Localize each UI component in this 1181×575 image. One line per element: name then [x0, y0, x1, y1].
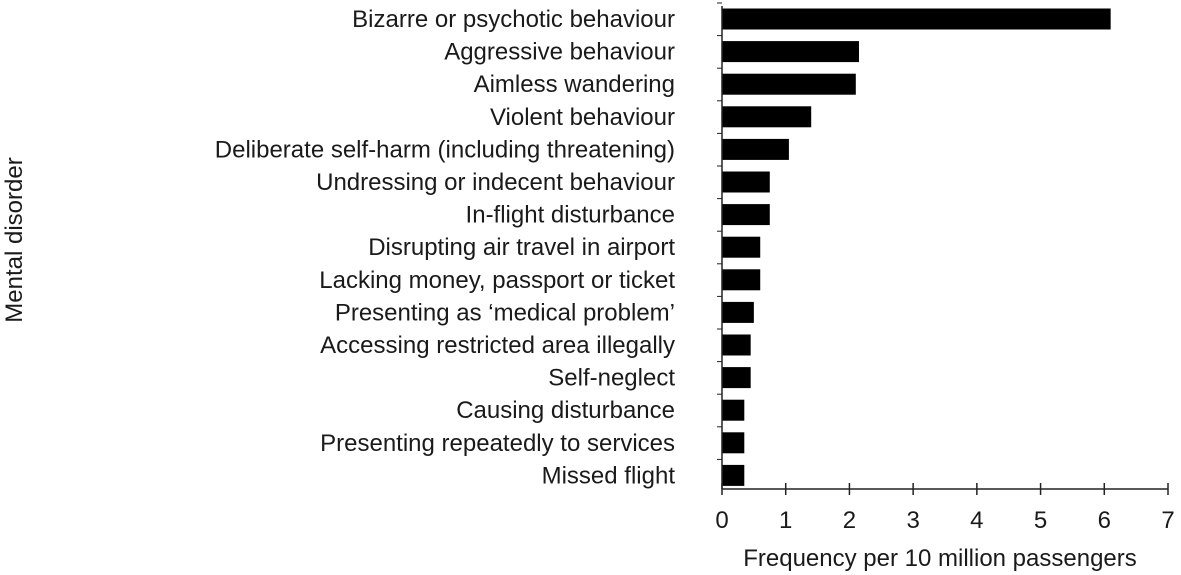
bar [722, 73, 856, 95]
bar [722, 8, 1111, 30]
category-label: Deliberate self-harm (including threaten… [215, 136, 675, 163]
category-label: In-flight disturbance [466, 202, 675, 229]
bar [722, 138, 789, 160]
x-tick-label: 3 [906, 507, 919, 534]
x-tick-label: 6 [1098, 507, 1111, 534]
bar [722, 41, 859, 63]
category-label: Aggressive behaviour [444, 39, 675, 66]
bar [722, 334, 751, 356]
x-tick-label: 7 [1161, 507, 1174, 534]
x-tick-label: 4 [970, 507, 983, 534]
bar [722, 204, 770, 226]
category-label: Presenting repeatedly to services [320, 430, 675, 457]
category-label: Violent behaviour [490, 104, 675, 131]
bar [722, 432, 745, 454]
category-label: Aimless wandering [474, 71, 675, 98]
bar [722, 301, 754, 323]
category-label: Lacking money, passport or ticket [319, 267, 675, 294]
category-label: Undressing or indecent behaviour [316, 169, 675, 196]
category-label: Self-neglect [548, 365, 675, 392]
x-tick-label: 2 [843, 507, 856, 534]
category-label: Disrupting air travel in airport [368, 234, 675, 261]
category-label: Accessing restricted area illegally [320, 332, 675, 359]
category-label: Bizarre or psychotic behaviour [352, 6, 675, 33]
bar [722, 269, 761, 291]
x-axis-label: Frequency per 10 million passengers [743, 545, 1137, 572]
x-tick-label: 5 [1034, 507, 1047, 534]
category-label: Presenting as ‘medical problem’ [335, 299, 675, 326]
bar [722, 399, 745, 421]
category-label: Causing disturbance [456, 397, 675, 424]
bar [722, 464, 745, 486]
y-axis-label: Mental disorder [1, 157, 28, 322]
bar [722, 171, 770, 193]
bar [722, 367, 751, 389]
x-tick-label: 1 [779, 507, 792, 534]
bar [722, 106, 812, 128]
x-tick-label: 0 [715, 507, 728, 534]
bar [722, 236, 761, 258]
category-label: Missed flight [542, 462, 676, 489]
